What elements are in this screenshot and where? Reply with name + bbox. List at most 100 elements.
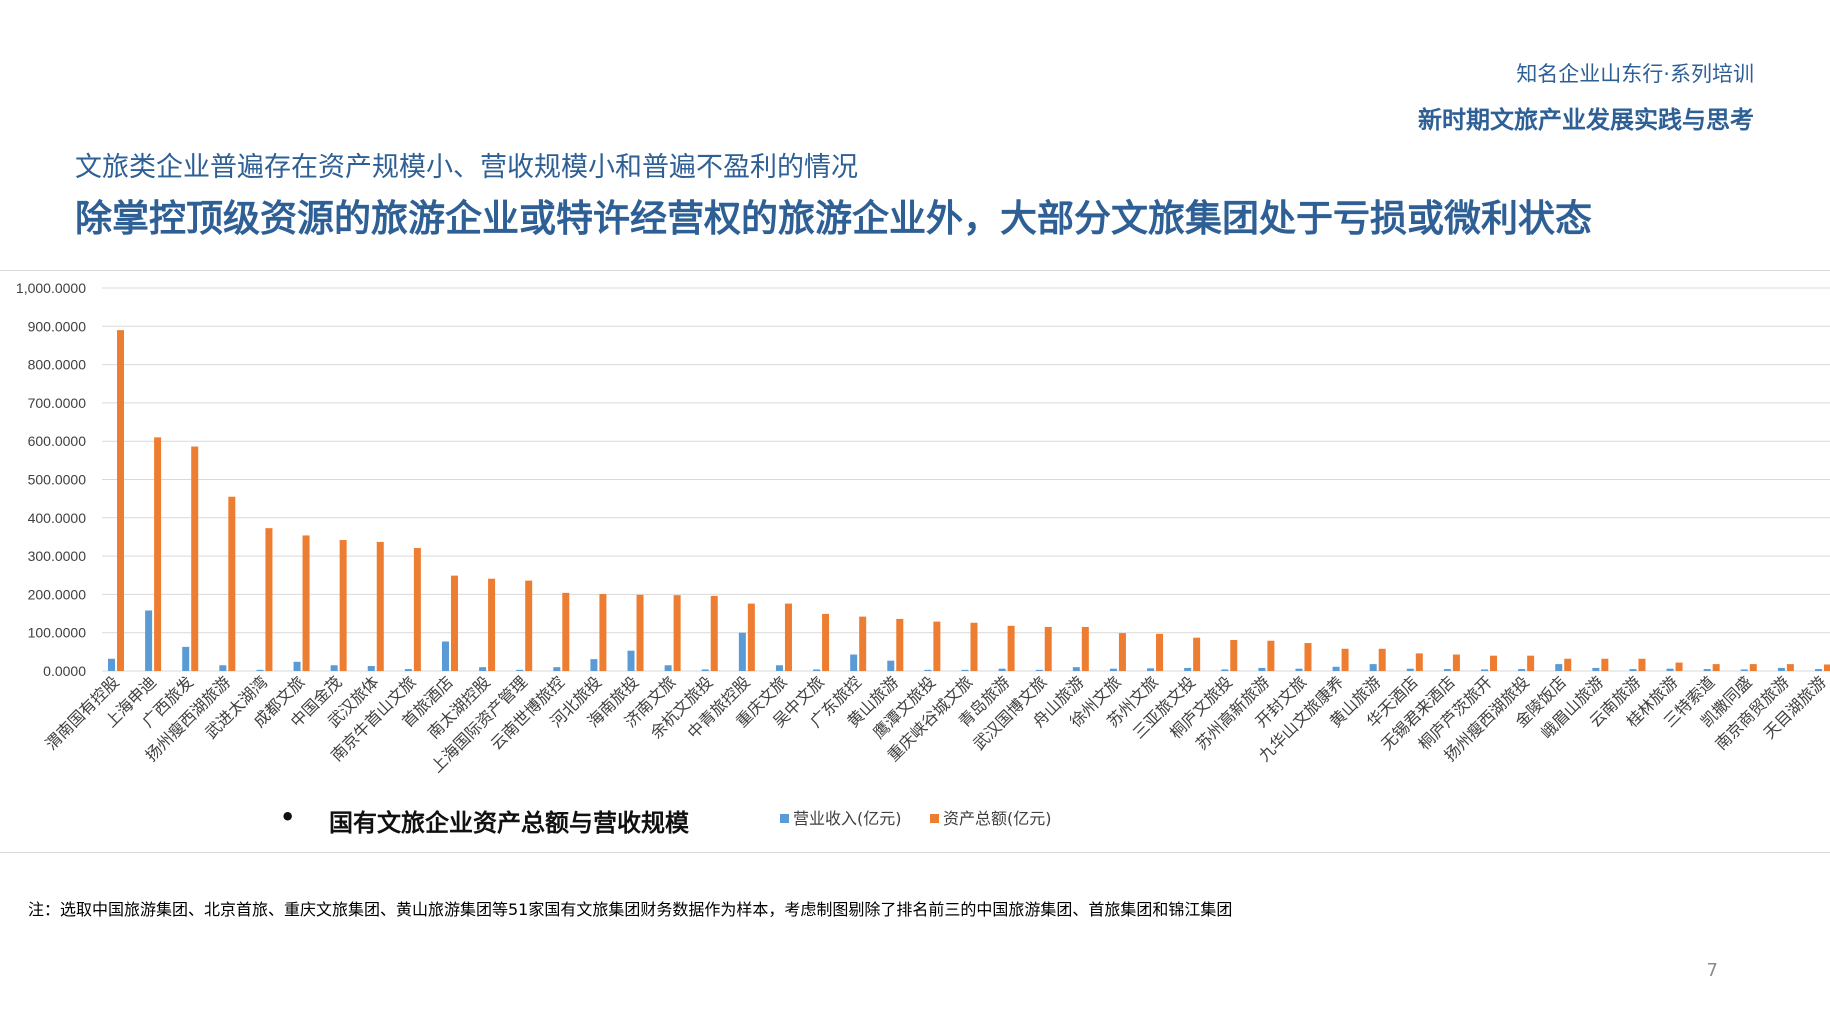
revenue-bar [1703,669,1711,671]
y-tick-label: 800.0000 [28,357,87,373]
revenue-bar [1332,666,1340,671]
assets-bar [413,548,421,671]
assets-bar [859,616,867,671]
assets-bar [154,437,162,671]
assets-bar [228,496,236,671]
revenue-bar [924,669,932,671]
revenue-bar [961,669,969,671]
revenue-bar [664,665,672,671]
assets-bar [710,595,718,671]
assets-bar [747,603,755,671]
assets-bar [673,595,681,671]
revenue-bar [701,669,709,671]
revenue-bar [813,669,821,671]
revenue-bar [1518,669,1526,671]
assets-bar [488,578,496,671]
revenue-bar [516,669,524,671]
assets-bar [1193,637,1201,671]
assets-bar [1712,664,1720,671]
revenue-bar [293,661,301,671]
assets-bar [191,446,199,671]
y-tick-label: 0.0000 [43,663,86,679]
y-tick-label: 900.0000 [28,318,87,334]
assets-bar [302,535,310,671]
assets-bar [1230,639,1238,671]
revenue-bar [850,654,858,671]
revenue-bar [1592,667,1600,671]
revenue-bar [1443,669,1451,671]
assets-bar [562,592,570,671]
revenue-bar [1295,668,1303,671]
legend-label-assets: 资产总额(亿元) [943,809,1052,828]
revenue-bar [145,610,153,671]
revenue-bar [1184,667,1192,671]
assets-bar [1675,662,1683,671]
revenue-bar [1035,669,1043,671]
revenue-bar [1481,669,1489,671]
assets-bar [339,540,347,671]
revenue-bar [738,632,746,671]
assets-bar [265,528,273,671]
header-topic: 新时期文旅产业发展实践与思考 [1418,106,1754,134]
revenue-bar [404,669,412,671]
assets-bar [1490,655,1498,671]
assets-bar [1415,653,1423,671]
assets-bar [1749,664,1757,671]
assets-bar [1638,658,1646,671]
assets-bar [1786,664,1794,671]
y-tick-label: 100.0000 [28,625,87,641]
revenue-bar [775,665,783,671]
revenue-bar [998,668,1006,671]
revenue-bar [1258,667,1266,671]
y-tick-label: 700.0000 [28,395,87,411]
revenue-bar [553,667,561,671]
assets-bar [1081,626,1089,671]
revenue-bar [1369,664,1377,671]
assets-bar [636,594,644,671]
assets-bar [1341,648,1349,671]
assets-bar [1564,658,1572,671]
revenue-bar [1777,667,1785,671]
revenue-bar [108,658,115,671]
assets-bar [970,622,978,671]
revenue-bar [479,667,487,671]
assets-bar [1824,664,1830,671]
slide-subtitle: 文旅类企业普遍存在资产规模小、营收规模小和普遍不盈利的情况 [75,152,858,183]
assets-bar [1527,655,1535,671]
revenue-bar [887,660,895,671]
revenue-bar [219,665,227,671]
revenue-bar [1072,667,1080,671]
assets-bar [1452,654,1460,671]
caption-bullet: • [280,803,296,831]
revenue-bar [367,666,375,671]
revenue-bar [1629,669,1637,671]
revenue-bar [1147,668,1155,671]
assets-bar [896,618,904,671]
revenue-bar [1815,669,1822,671]
assets-bar [525,580,533,671]
assets-bar [784,603,792,671]
revenue-bar [1406,668,1414,671]
assets-bar [1267,640,1275,671]
revenue-bar [590,659,598,671]
revenue-bar [1109,668,1117,671]
bar-chart: 0.0000 100.0000 200.0000 300.0000 400.0000 50… [16,280,1830,828]
page-number: 7 [1706,960,1718,981]
y-tick-label: 200.0000 [28,586,87,602]
revenue-bar [627,650,635,671]
assets-bar [599,594,607,671]
assets-bar [450,575,458,671]
header-series-name: 知名企业山东行·系列培训 [1516,62,1754,86]
revenue-bar [1221,669,1229,671]
assets-bar [822,613,830,671]
legend-label-revenue: 营业收入(亿元) [793,809,902,828]
chart-bottom-divider [0,852,1830,853]
revenue-bar [1666,668,1674,671]
y-tick-label: 1,000.0000 [16,280,86,296]
footnote: 注：选取中国旅游集团、北京首旅、重庆文旅集团、黄山旅游集团等51家国有文旅集团财… [28,900,1233,919]
legend-swatch-revenue [780,814,789,823]
assets-bar [1007,625,1015,671]
y-tick-label: 600.0000 [28,433,87,449]
assets-bar [1304,643,1312,671]
y-tick-label: 500.0000 [28,472,87,488]
